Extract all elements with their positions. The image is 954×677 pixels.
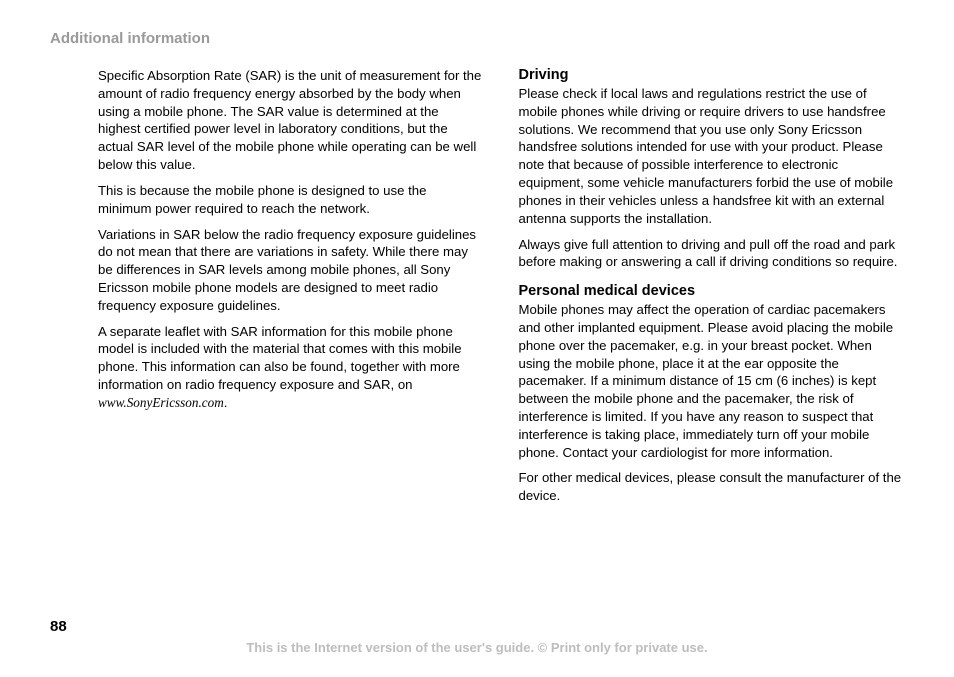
- section-heading-driving: Driving: [519, 67, 905, 83]
- url-text: www.SonyEricsson.com: [98, 395, 224, 410]
- paragraph: Always give full attention to driving an…: [519, 236, 905, 272]
- paragraph: Please check if local laws and regulatio…: [519, 85, 905, 228]
- paragraph: Mobile phones may affect the operation o…: [519, 301, 905, 461]
- page-number: 88: [50, 618, 67, 635]
- content-columns: Specific Absorption Rate (SAR) is the un…: [50, 67, 904, 513]
- paragraph-text: .: [224, 395, 228, 410]
- section-heading-medical: Personal medical devices: [519, 283, 905, 299]
- paragraph-text: A separate leaflet with SAR information …: [98, 324, 462, 392]
- paragraph: A separate leaflet with SAR information …: [98, 323, 484, 412]
- paragraph: For other medical devices, please consul…: [519, 469, 905, 505]
- paragraph: Variations in SAR below the radio freque…: [98, 226, 484, 315]
- page-header: Additional information: [50, 30, 904, 47]
- footer-text: This is the Internet version of the user…: [0, 640, 954, 655]
- right-column: Driving Please check if local laws and r…: [519, 67, 905, 513]
- left-column: Specific Absorption Rate (SAR) is the un…: [50, 67, 484, 513]
- paragraph: Specific Absorption Rate (SAR) is the un…: [98, 67, 484, 174]
- paragraph: This is because the mobile phone is desi…: [98, 182, 484, 218]
